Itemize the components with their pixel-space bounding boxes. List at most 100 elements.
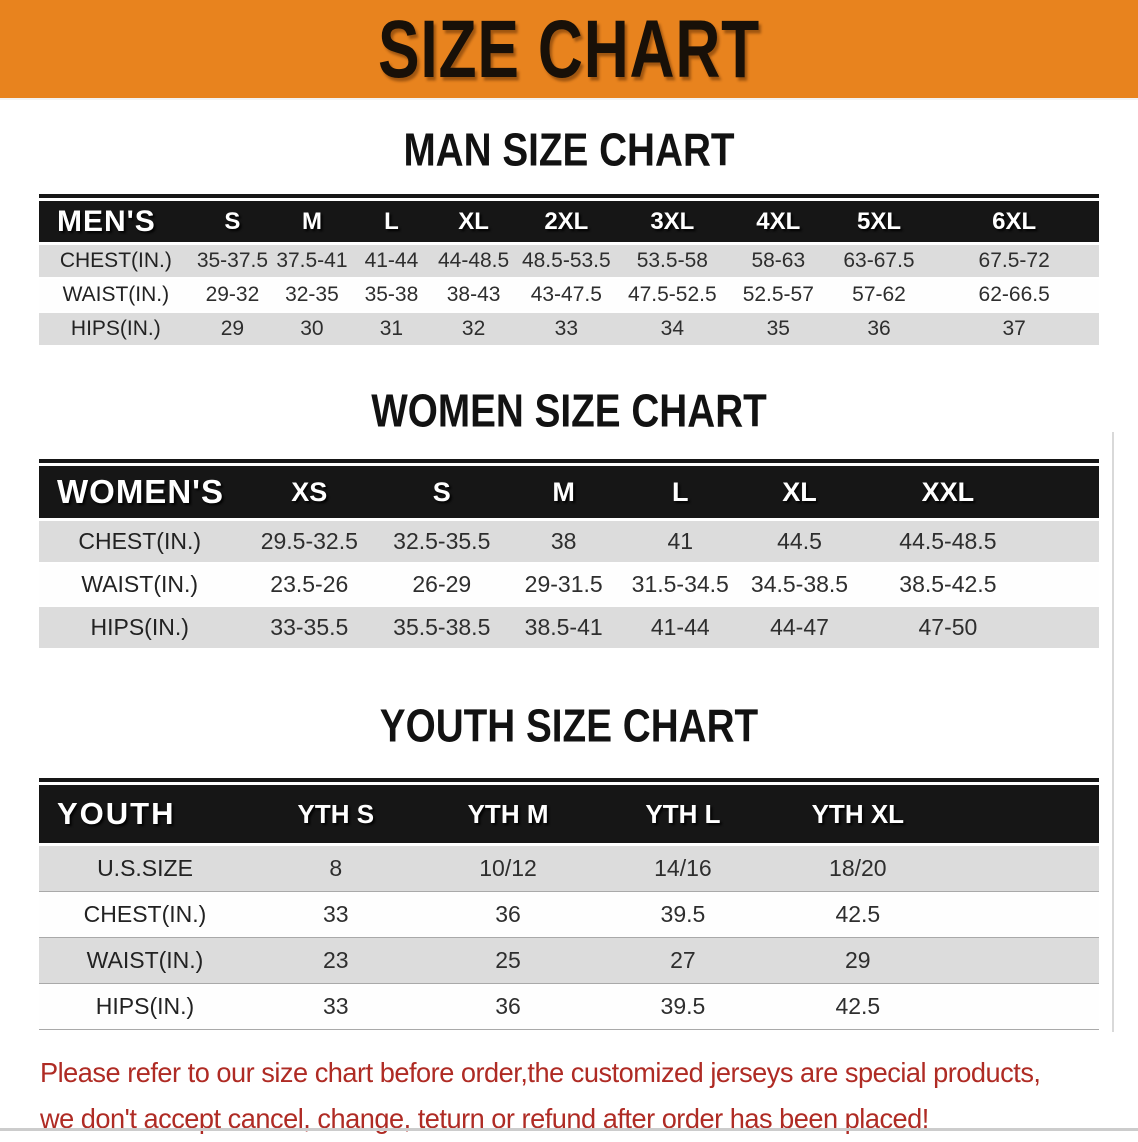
women-table-label: WOMEN'S (39, 463, 241, 521)
cell: 14/16 (595, 846, 771, 892)
cell: 62-66.5 (929, 279, 1099, 313)
youth-row-chest: CHEST(IN.) 33 36 39.5 42.5 (39, 892, 1099, 938)
cell: 38 (505, 521, 622, 564)
row-label: HIPS(IN.) (39, 984, 251, 1030)
cell: 41 (621, 521, 739, 564)
women-row-chest: CHEST(IN.) 29.5-32.5 32.5-35.5 38 41 44.… (39, 521, 1099, 564)
cell: 35-38 (351, 279, 432, 313)
scan-artifact-right-line (1112, 432, 1114, 1032)
youth-row-ussize: U.S.SIZE 8 10/12 14/16 18/20 (39, 846, 1099, 892)
men-header-row: MEN'S S M L XL 2XL 3XL 4XL 5XL 6XL (39, 198, 1099, 245)
cell: 44.5-48.5 (860, 521, 1036, 564)
disclaimer-line-2: we don't accept cancel, change, teturn o… (40, 1103, 929, 1134)
men-col-s: S (192, 198, 273, 245)
page-title: SIZE CHART (377, 3, 761, 95)
women-col-l: L (621, 463, 739, 521)
cell-filler (945, 938, 1099, 984)
cell: 30 (272, 313, 352, 347)
youth-row-waist: WAIST(IN.) 23 25 27 29 (39, 938, 1099, 984)
row-label: WAIST(IN.) (39, 279, 193, 313)
cell: 29.5-32.5 (240, 521, 379, 564)
cell-filler (1035, 607, 1099, 650)
cell: 29-31.5 (505, 564, 622, 607)
cell: 27 (595, 938, 771, 984)
cell: 52.5-57 (727, 279, 829, 313)
cell: 39.5 (595, 892, 771, 938)
cell: 53.5-58 (616, 245, 728, 279)
cell: 63-67.5 (828, 245, 930, 279)
cell: 26-29 (378, 564, 506, 607)
cell: 25 (420, 938, 596, 984)
cell: 32.5-35.5 (378, 521, 506, 564)
cell: 36 (420, 892, 596, 938)
cell: 33 (515, 313, 617, 347)
men-table-label: MEN'S (39, 198, 193, 245)
youth-section: YOUTH SIZE CHART YOUTH YTH S YTH M YTH L… (0, 699, 1138, 1030)
cell: 42.5 (770, 984, 946, 1030)
cell: 29 (192, 313, 273, 347)
youth-col-s: YTH S (251, 782, 421, 846)
men-row-waist: WAIST(IN.) 29-32 32-35 35-38 38-43 43-47… (39, 279, 1099, 313)
row-label: WAIST(IN.) (39, 938, 251, 984)
men-col-5xl: 5XL (828, 198, 930, 245)
cell-filler (1035, 564, 1099, 607)
cell: 37.5-41 (272, 245, 352, 279)
disclaimer-line-1: Please refer to our size chart before or… (40, 1057, 1041, 1088)
men-col-l: L (351, 198, 432, 245)
cell: 38.5-41 (505, 607, 622, 650)
cell: 35-37.5 (192, 245, 273, 279)
row-label: CHEST(IN.) (39, 892, 251, 938)
women-row-hips: HIPS(IN.) 33-35.5 35.5-38.5 38.5-41 41-4… (39, 607, 1099, 650)
cell: 33 (251, 892, 421, 938)
cell: 34 (616, 313, 728, 347)
men-col-m: M (272, 198, 352, 245)
men-size-table: MEN'S S M L XL 2XL 3XL 4XL 5XL 6XL CHEST… (39, 194, 1099, 347)
cell-filler (945, 846, 1099, 892)
men-section-heading: MAN SIZE CHART (403, 123, 735, 176)
cell: 35.5-38.5 (378, 607, 506, 650)
women-col-xxl: XXL (860, 463, 1036, 521)
cell: 35 (727, 313, 829, 347)
men-col-6xl: 6XL (929, 198, 1099, 245)
cell: 44-48.5 (431, 245, 516, 279)
cell: 36 (420, 984, 596, 1030)
cell: 31 (351, 313, 432, 347)
cell: 10/12 (420, 846, 596, 892)
cell: 41-44 (351, 245, 432, 279)
disclaimer: Please refer to our size chart before or… (40, 1050, 1138, 1142)
cell: 36 (828, 313, 930, 347)
youth-header-row: YOUTH YTH S YTH M YTH L YTH XL (39, 782, 1099, 846)
men-col-xl: XL (431, 198, 516, 245)
cell: 44.5 (738, 521, 861, 564)
cell: 37 (929, 313, 1099, 347)
row-label: CHEST(IN.) (39, 245, 193, 279)
row-label: HIPS(IN.) (39, 313, 193, 347)
women-col-m: M (505, 463, 622, 521)
youth-row-hips: HIPS(IN.) 33 36 39.5 42.5 (39, 984, 1099, 1030)
women-section-heading: WOMEN SIZE CHART (371, 384, 767, 437)
row-label: U.S.SIZE (39, 846, 251, 892)
cell-filler (1035, 521, 1099, 564)
scan-artifact-bottom-line (0, 1128, 1138, 1131)
cell: 23.5-26 (240, 564, 379, 607)
cell: 43-47.5 (515, 279, 617, 313)
men-row-chest: CHEST(IN.) 35-37.5 37.5-41 41-44 44-48.5… (39, 245, 1099, 279)
cell: 47.5-52.5 (616, 279, 728, 313)
cell: 31.5-34.5 (621, 564, 739, 607)
youth-col-l: YTH L (595, 782, 771, 846)
cell: 34.5-38.5 (738, 564, 861, 607)
cell: 39.5 (595, 984, 771, 1030)
women-col-s: S (378, 463, 506, 521)
banner: SIZE CHART (0, 0, 1138, 100)
youth-table-label: YOUTH (39, 782, 251, 846)
youth-size-table: YOUTH YTH S YTH M YTH L YTH XL U.S.SIZE … (39, 778, 1099, 1030)
men-section: MAN SIZE CHART MEN'S S M L XL 2XL 3XL 4X… (0, 123, 1138, 347)
cell-filler (945, 984, 1099, 1030)
women-size-table: WOMEN'S XS S M L XL XXL CHEST(IN.) 29.5-… (39, 459, 1099, 650)
youth-section-heading: YOUTH SIZE CHART (379, 699, 759, 752)
men-col-3xl: 3XL (616, 198, 728, 245)
cell: 38.5-42.5 (860, 564, 1036, 607)
women-row-waist: WAIST(IN.) 23.5-26 26-29 29-31.5 31.5-34… (39, 564, 1099, 607)
row-label: WAIST(IN.) (39, 564, 241, 607)
